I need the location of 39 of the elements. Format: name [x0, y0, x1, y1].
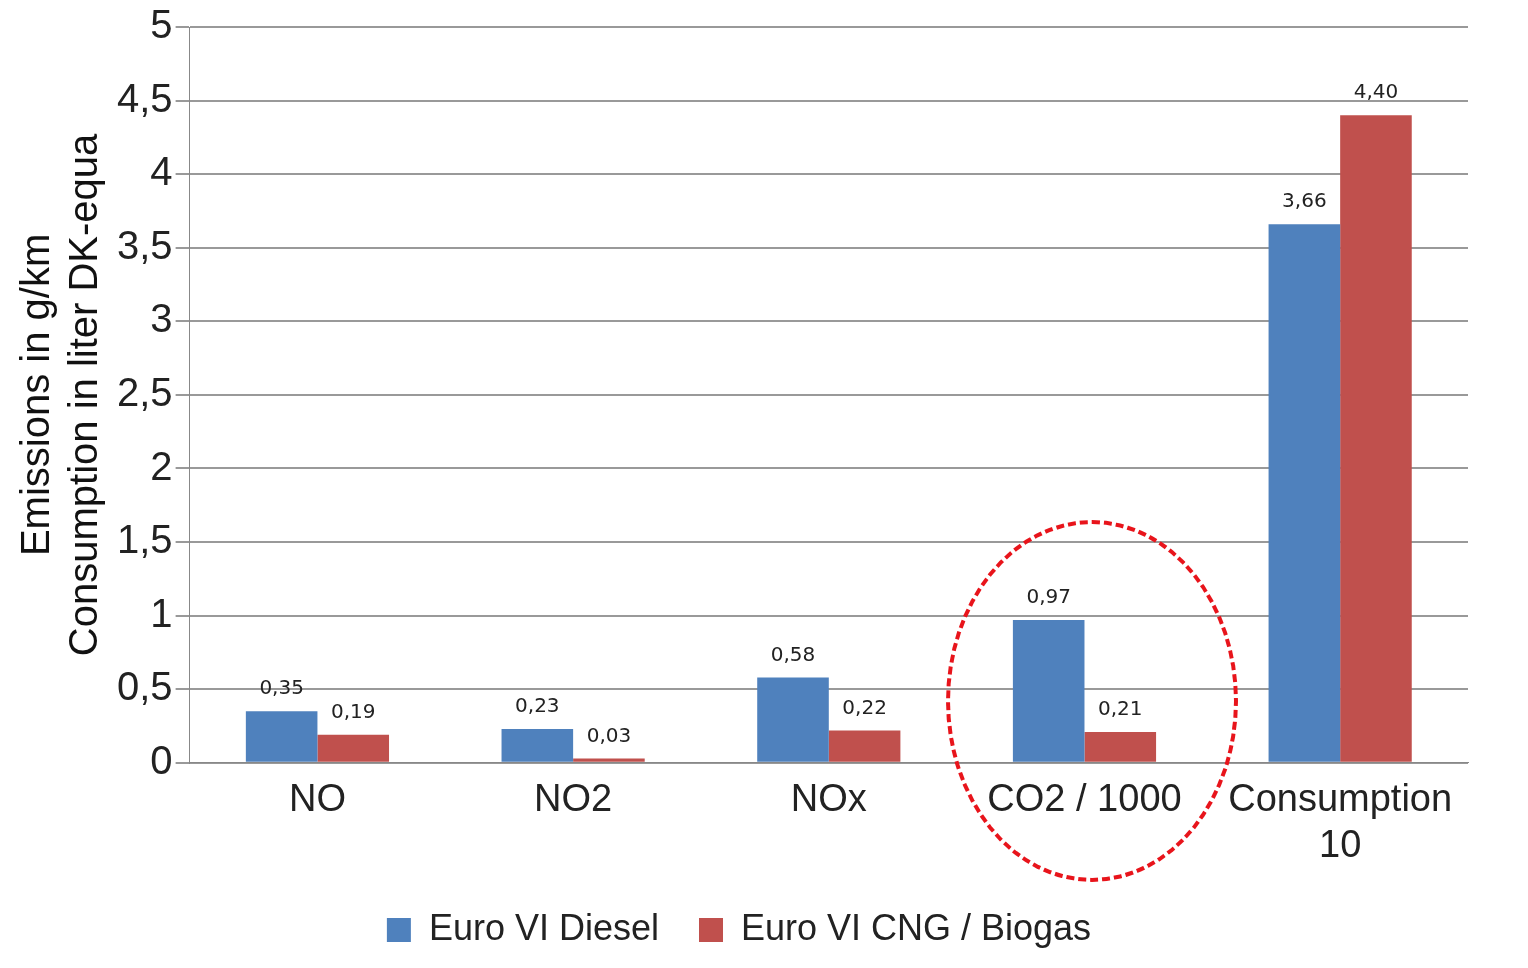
bar — [501, 728, 574, 762]
bar — [828, 730, 901, 762]
y-tick-label: 5 — [150, 2, 173, 47]
data-label: 3,66 — [1282, 188, 1327, 213]
data-label: 0,19 — [330, 699, 376, 724]
bar — [1084, 731, 1157, 762]
data-label: 0,21 — [1098, 696, 1143, 721]
bar — [245, 711, 318, 762]
bar — [317, 734, 390, 762]
x-tick-label: Consumption 10 — [1228, 777, 1453, 865]
y-tick-label: 0 — [150, 737, 173, 782]
data-label: 0,35 — [259, 675, 304, 700]
bar — [757, 677, 829, 762]
y-tick-label: 2,5 — [117, 369, 173, 414]
data-label: 4,40 — [1353, 79, 1399, 104]
data-label: 0,22 — [842, 694, 887, 719]
y-tick-label: 4,5 — [117, 75, 173, 120]
bar — [1340, 115, 1412, 762]
x-tick-label: CO2 / 1000 — [987, 777, 1182, 820]
x-tick-label: NO — [288, 777, 346, 820]
data-label: 0,03 — [586, 722, 632, 747]
x-tick-label: NO2 — [534, 777, 613, 820]
data-label: 0,58 — [770, 641, 816, 666]
bar — [1012, 620, 1085, 762]
bar — [573, 758, 645, 762]
y-tick-label: 4 — [150, 149, 173, 194]
bar — [1268, 224, 1341, 762]
data-label: 0,23 — [515, 693, 560, 718]
y-axis-title: Emissions in g/km Consumption in liter DK-equa — [13, 132, 106, 657]
y-tick-label: 1,5 — [117, 517, 173, 562]
y-tick-label: 3,5 — [117, 222, 173, 267]
y-tick-label: 2 — [150, 443, 173, 488]
data-label: 0,97 — [1026, 584, 1071, 609]
legend-label: Euro VI Diesel — [428, 906, 659, 948]
y-tick-label: 0,5 — [117, 664, 173, 709]
x-tick-label: NOx — [790, 777, 867, 820]
legend-label: Euro VI CNG / Biogas — [740, 906, 1092, 948]
y-tick-label: 3 — [150, 296, 173, 341]
y-tick-label: 1 — [150, 590, 173, 635]
